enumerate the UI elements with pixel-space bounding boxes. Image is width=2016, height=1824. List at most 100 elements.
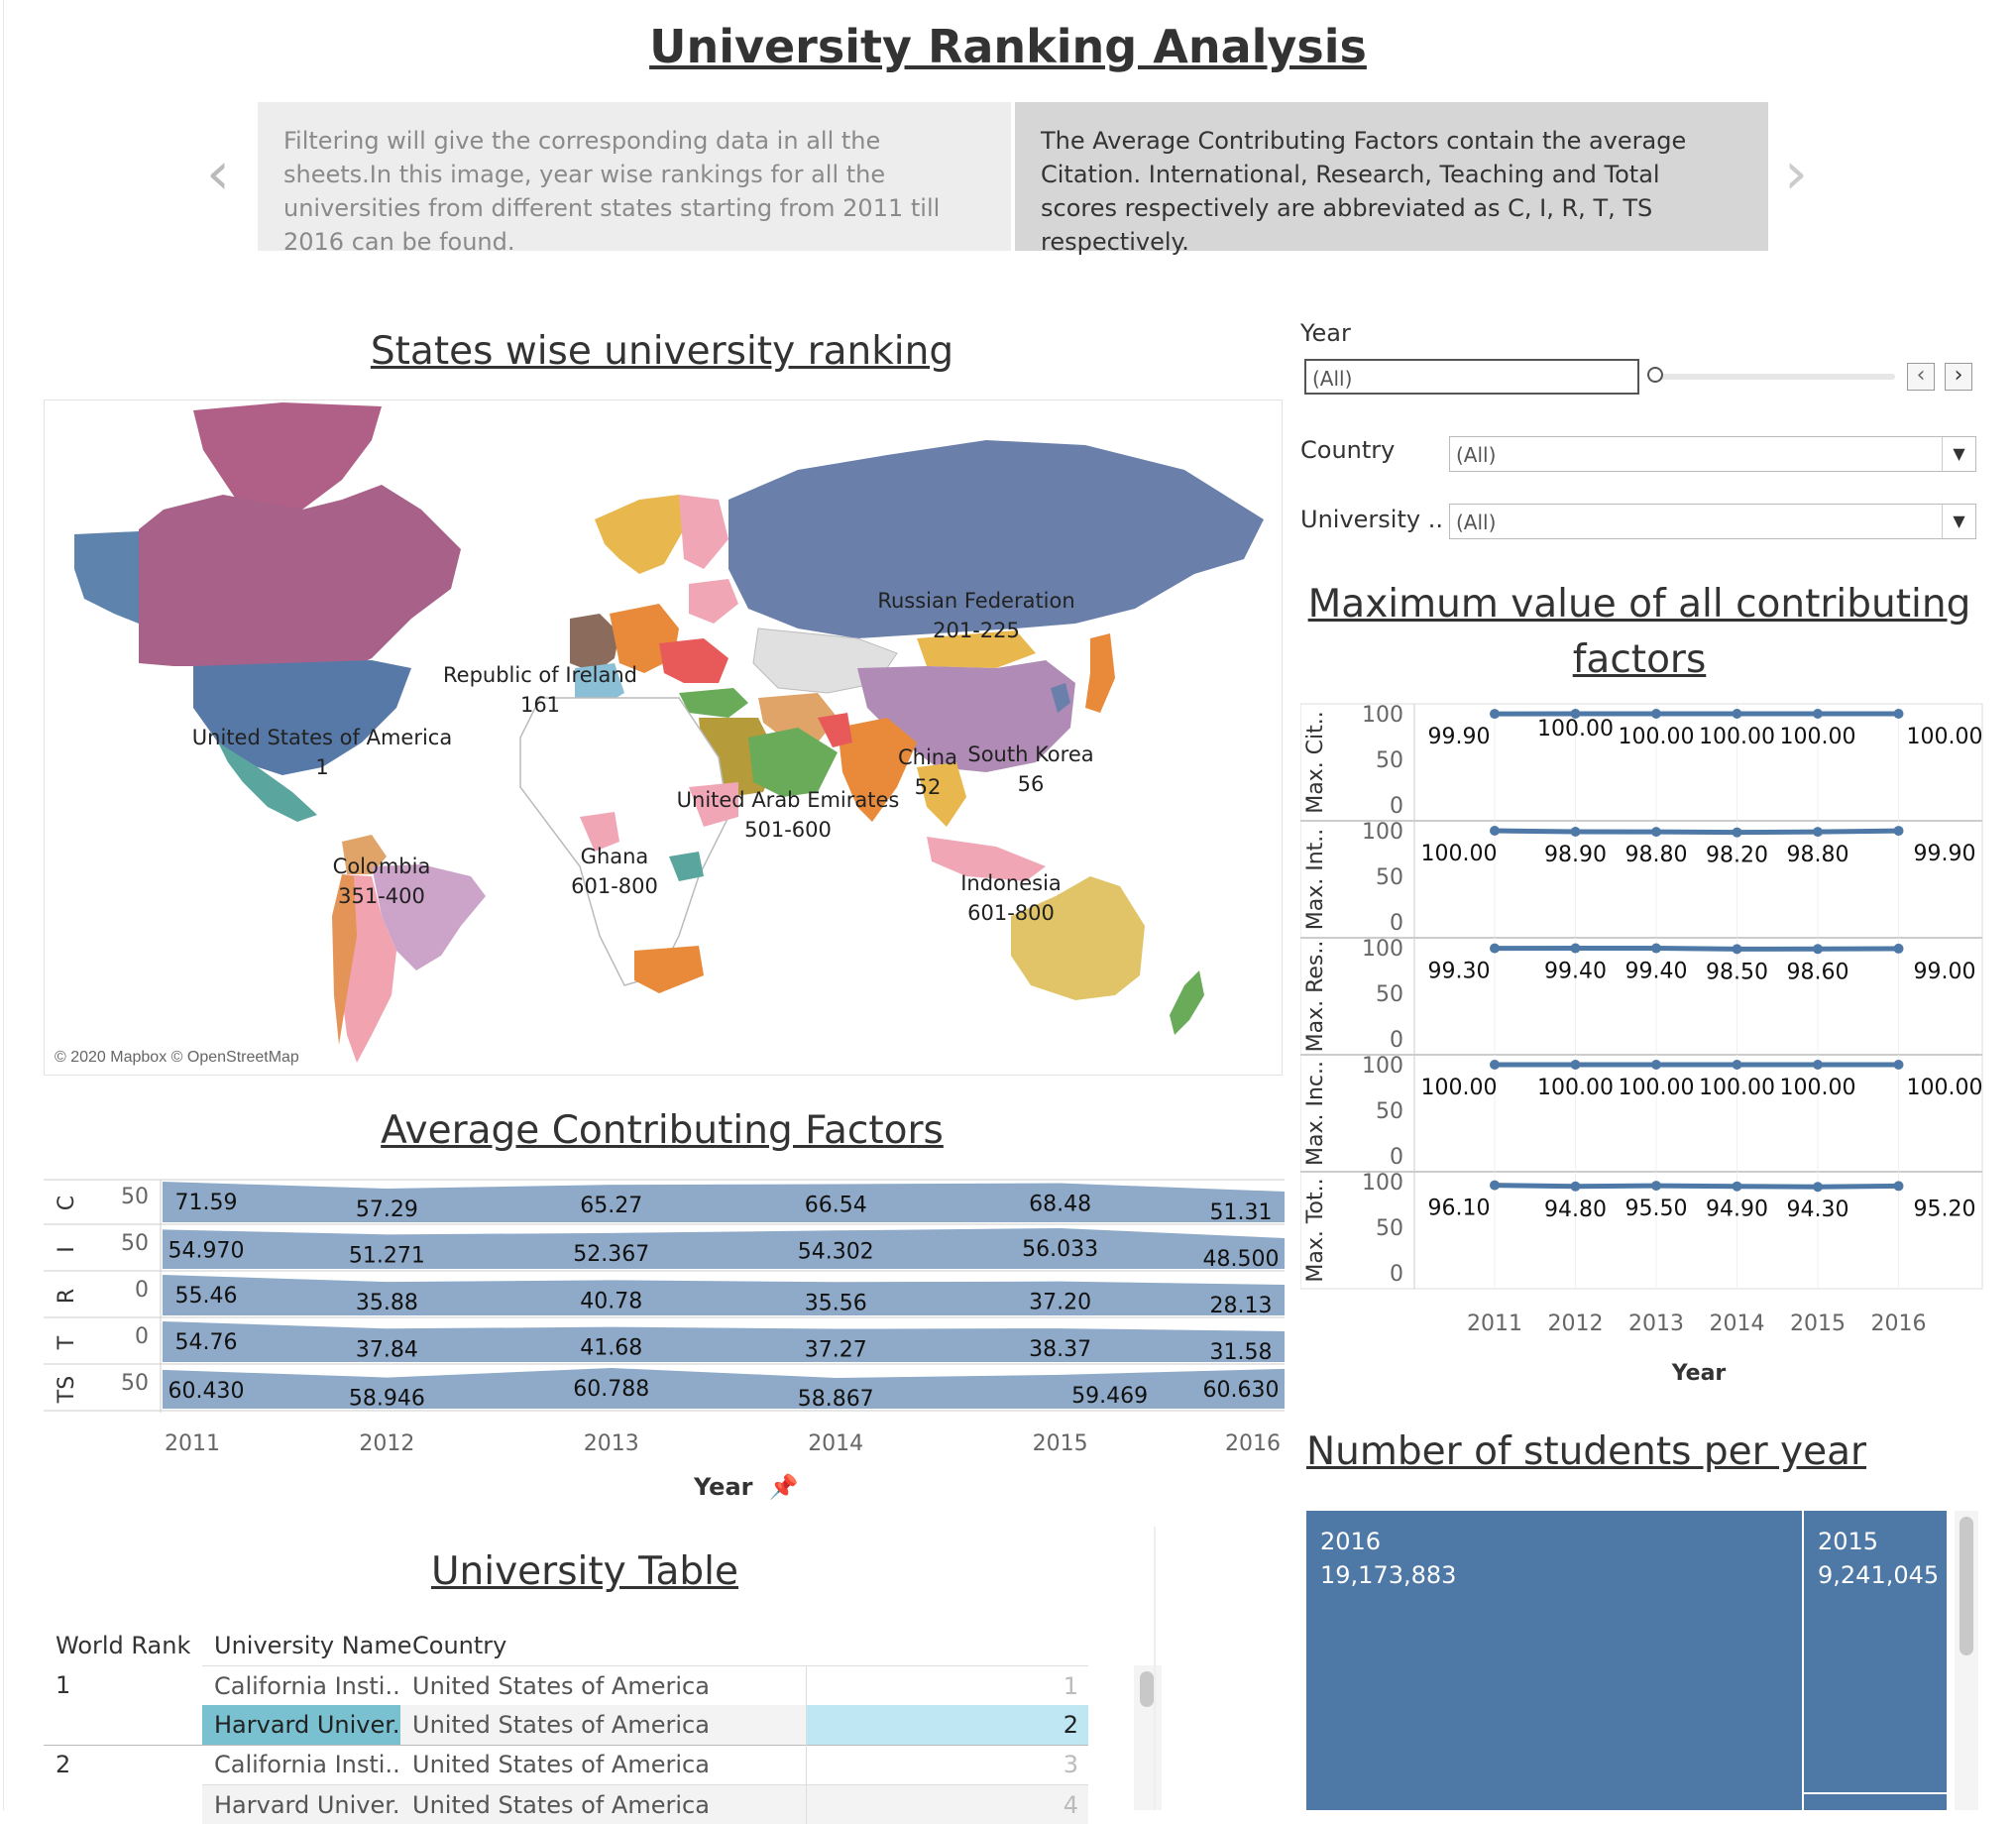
students-treemap[interactable]: 2016 19,173,883 2015 9,241,045 — [1306, 1511, 1947, 1810]
max-chart-x-tick: 2011 — [1467, 1311, 1522, 1336]
table-cell-country[interactable]: United States of America — [400, 1745, 807, 1784]
treemap-scrollbar[interactable] — [1955, 1511, 1978, 1810]
year-prev-button[interactable]: ‹ — [1907, 363, 1935, 391]
avg-chart-data-label: 52.367 — [573, 1242, 649, 1267]
map-region-alaska[interactable] — [74, 531, 139, 624]
map-region-scandinavia[interactable] — [595, 495, 684, 574]
dashboard-title: University Ranking Analysis — [0, 20, 2016, 73]
max-chart-point — [1733, 828, 1742, 838]
treemap-count: 9,241,045 — [1818, 1558, 1933, 1592]
avg-chart-row-label: TS — [55, 1376, 79, 1404]
avg-chart-row-label: T — [55, 1335, 79, 1350]
map-label-colombia: Colombia 351-400 — [282, 852, 481, 911]
treemap-year: 2016 — [1320, 1525, 1788, 1558]
avg-factors-x-label: Year 📌 — [694, 1473, 799, 1501]
max-chart-tick-0: 0 — [1390, 1262, 1403, 1287]
table-cell-name[interactable]: California Insti.. — [202, 1665, 400, 1705]
max-chart-data-label: 100.00 — [1907, 1076, 1983, 1100]
map-label-south-korea: South Korea 56 — [952, 740, 1110, 799]
treemap-cell-next[interactable] — [1804, 1794, 1947, 1810]
map-label-rank: 351-400 — [282, 881, 481, 911]
max-chart-point — [1490, 1181, 1500, 1191]
max-chart-point — [1490, 826, 1500, 836]
col-header-university-name[interactable]: University Name — [214, 1632, 412, 1659]
max-chart-point — [1813, 1182, 1823, 1192]
max-chart-data-label: 98.60 — [1787, 960, 1849, 984]
max-chart-point — [1894, 709, 1904, 719]
world-map[interactable]: Russian Federation 201-225 Republic of I… — [44, 399, 1283, 1076]
avg-chart-row-label: I — [55, 1246, 79, 1253]
table-cell-rank: 1 — [56, 1665, 194, 1705]
map-region-canada[interactable] — [139, 485, 461, 673]
max-chart-data-label: 98.80 — [1787, 843, 1849, 867]
map-label-rank: 501-600 — [639, 815, 937, 845]
avg-chart-area — [163, 1182, 1285, 1222]
max-chart-panel-label: Max. Int.. — [1303, 829, 1328, 931]
year-filter-label: Year — [1300, 319, 1351, 347]
col-header-country[interactable]: Country — [412, 1632, 506, 1659]
max-chart-point — [1651, 944, 1661, 954]
treemap-cell-2016[interactable]: 2016 19,173,883 — [1306, 1511, 1802, 1810]
max-chart-data-label: 100.00 — [1699, 725, 1775, 749]
avg-chart-data-label: 37.27 — [805, 1338, 867, 1363]
avg-chart-data-label: 51.31 — [1210, 1200, 1273, 1225]
table-scrollbar-thumb[interactable] — [1140, 1671, 1154, 1707]
max-chart-tick-50: 50 — [1376, 1099, 1403, 1124]
map-label-russia: Russian Federation 201-225 — [818, 586, 1135, 645]
year-filter-input[interactable]: (All) — [1304, 359, 1639, 395]
university-dropdown[interactable]: (All) ▼ — [1449, 504, 1976, 539]
map-region-south-africa[interactable] — [634, 946, 704, 993]
table-scrollbar[interactable] — [1134, 1665, 1162, 1810]
univ-table-title: University Table — [0, 1549, 1170, 1594]
max-chart-data-label: 100.00 — [1780, 725, 1856, 749]
table-cell-name[interactable]: California Insti.. — [202, 1745, 400, 1784]
max-chart-point — [1571, 944, 1581, 954]
treemap-cell-2015[interactable]: 2015 9,241,045 — [1804, 1511, 1947, 1792]
story-next-button[interactable]: › — [1784, 144, 1808, 203]
story-prev-button[interactable]: ‹ — [206, 144, 230, 203]
table-cell-name[interactable]: Harvard Univer.. — [202, 1784, 400, 1824]
avg-chart-data-label: 54.302 — [798, 1239, 874, 1264]
map-label-name: United States of America — [144, 723, 501, 752]
map-region-baltics[interactable] — [689, 579, 738, 624]
col-header-world-rank[interactable]: World Rank — [56, 1632, 190, 1659]
map-region-japan[interactable] — [1085, 633, 1115, 713]
map-region-eastern-europe[interactable] — [659, 638, 728, 683]
table-cell-country[interactable]: United States of America — [400, 1784, 807, 1824]
pin-icon[interactable]: 📌 — [769, 1473, 799, 1501]
avg-chart-data-label: 35.88 — [356, 1291, 418, 1315]
map-label-rank: 601-800 — [912, 898, 1110, 928]
year-slider[interactable] — [1647, 365, 1895, 389]
avg-chart-data-label: 41.68 — [580, 1336, 642, 1361]
table-cell-country[interactable]: United States of America — [400, 1705, 807, 1745]
chevron-down-icon[interactable]: ▼ — [1942, 437, 1975, 471]
table-cell-rank: 2 — [56, 1745, 194, 1784]
story-point-2[interactable]: The Average Contributing Factors contain… — [1015, 102, 1768, 251]
chevron-down-icon[interactable]: ▼ — [1942, 505, 1975, 538]
max-chart-point — [1894, 944, 1904, 954]
max-chart-data-label: 99.00 — [1914, 960, 1976, 984]
max-chart-point — [1733, 709, 1742, 719]
year-slider-handle[interactable] — [1647, 367, 1663, 383]
table-cell-name[interactable]: Harvard Univer.. — [202, 1705, 400, 1745]
max-chart-x-tick: 2014 — [1710, 1311, 1765, 1336]
max-chart-point — [1490, 1060, 1500, 1070]
map-label-name: Russian Federation — [818, 586, 1135, 616]
map-region-new-zealand[interactable] — [1170, 970, 1204, 1035]
map-region-finland[interactable] — [679, 495, 728, 569]
max-chart-tick-50: 50 — [1376, 982, 1403, 1007]
avg-chart-row-tick: 50 — [121, 1371, 149, 1396]
table-cell-country[interactable]: United States of America — [400, 1665, 807, 1705]
max-chart-point — [1813, 1060, 1823, 1070]
max-chart-tick-50: 50 — [1376, 748, 1403, 773]
year-slider-track[interactable] — [1657, 374, 1895, 380]
treemap-scrollbar-thumb[interactable] — [1960, 1517, 1973, 1655]
country-dropdown[interactable]: (All) ▼ — [1449, 436, 1976, 472]
max-chart-data-label: 99.90 — [1428, 725, 1491, 749]
story-point-1[interactable]: Filtering will give the corresponding da… — [258, 102, 1011, 251]
max-chart-data-label: 94.80 — [1544, 1197, 1607, 1222]
avg-chart-data-label: 35.56 — [805, 1291, 867, 1315]
year-next-button[interactable]: › — [1945, 363, 1972, 391]
